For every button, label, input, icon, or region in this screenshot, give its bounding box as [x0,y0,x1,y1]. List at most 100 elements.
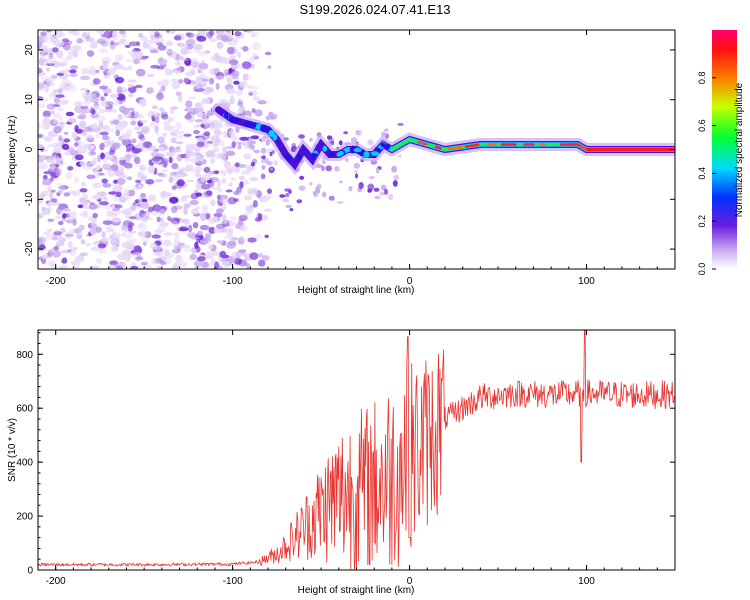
noise-speckle [119,38,126,43]
noise-speckle [123,207,133,216]
noise-speckle [142,241,147,246]
noise-speckle [102,134,109,141]
noise-speckle [90,246,100,252]
noise-speckle [238,236,245,242]
noise-speckle [46,103,56,110]
noise-speckle [353,162,361,169]
noise-speckle [65,172,73,180]
noise-speckle [198,101,204,108]
noise-speckle [298,134,305,139]
noise-speckle [108,191,117,195]
noise-speckle [177,242,185,247]
noise-speckle [355,173,358,179]
noise-speckle [222,131,229,139]
noise-speckle [201,204,209,213]
noise-speckle [105,101,114,106]
noise-speckle [41,254,49,260]
snr-panel: -200 -100 0 100 0 200 400 600 800 Height of str… [7,329,676,596]
noise-speckle [79,120,87,129]
noise-speckle [198,82,207,88]
noise-speckle [198,50,207,57]
noise-speckle [193,43,203,51]
noise-speckle [358,182,364,189]
noise-speckle [160,169,169,173]
noise-speckle [156,42,163,46]
noise-speckle [174,261,181,269]
noise-speckle [88,203,98,210]
noise-speckle [170,137,177,144]
noise-speckle [109,260,119,266]
noise-speckle [148,194,157,200]
noise-speckle [211,216,219,223]
noise-speckle [216,240,224,244]
noise-speckle [61,258,68,264]
noise-speckle [102,157,108,164]
noise-speckle [128,93,134,98]
noise-speckle [38,82,45,89]
noise-speckle [225,165,234,172]
noise-speckle [190,68,195,76]
noise-speckle [161,64,168,71]
noise-speckle [117,113,123,121]
noise-speckle [242,45,249,52]
colorbar-tick-label: 0.4 [697,167,707,180]
noise-speckle [195,165,202,172]
y-tick-label: 0 [24,146,35,152]
noise-speckle [123,162,133,169]
noise-speckle [145,211,150,217]
noise-speckle [185,153,190,162]
noise-speckle [52,155,60,160]
noise-speckle [245,206,254,214]
colorbar-tick-label: 0.6 [697,119,707,132]
noise-speckle [104,36,110,44]
noise-speckle [226,77,233,85]
noise-speckle [128,41,139,47]
noise-speckle [102,220,113,226]
noise-speckle [163,121,171,126]
noise-speckle [110,143,120,150]
noise-speckle [165,68,173,76]
noise-speckle [203,166,211,173]
noise-speckle [82,100,92,106]
noise-speckle [177,95,183,103]
noise-speckle [137,223,148,231]
noise-speckle [89,41,98,49]
noise-speckle [111,109,118,113]
noise-speckle [255,190,262,199]
noise-speckle [125,143,135,151]
noise-speckle [81,67,90,75]
noise-speckle [326,135,333,140]
noise-speckle [69,73,78,77]
noise-speckle [112,158,118,166]
noise-speckle [209,38,218,43]
noise-speckle [53,39,62,47]
noise-speckle [86,37,95,42]
noise-speckle [285,193,290,198]
noise-speckle [213,130,223,136]
noise-speckle [154,258,163,264]
noise-speckle [130,262,136,266]
noise-speckle [116,177,126,185]
noise-speckle [157,80,162,86]
noise-speckle [151,151,159,158]
noise-speckle [233,190,240,195]
noise-speckle [102,62,108,68]
noise-speckle [48,92,57,99]
noise-speckle [228,233,233,239]
noise-speckle [38,67,43,74]
noise-speckle [387,193,394,201]
noise-speckle [193,83,203,90]
noise-speckle [149,34,155,40]
noise-speckle [149,37,160,44]
ridge-blob [256,124,261,130]
noise-speckle [189,199,199,206]
noise-speckle [38,133,44,139]
noise-speckle [44,115,50,121]
noise-speckle [196,35,207,42]
noise-speckle [196,256,206,262]
noise-speckle [238,249,247,253]
ridge-blob [272,134,278,141]
y-tick-label: -10 [24,192,35,207]
noise-speckle [216,122,224,129]
